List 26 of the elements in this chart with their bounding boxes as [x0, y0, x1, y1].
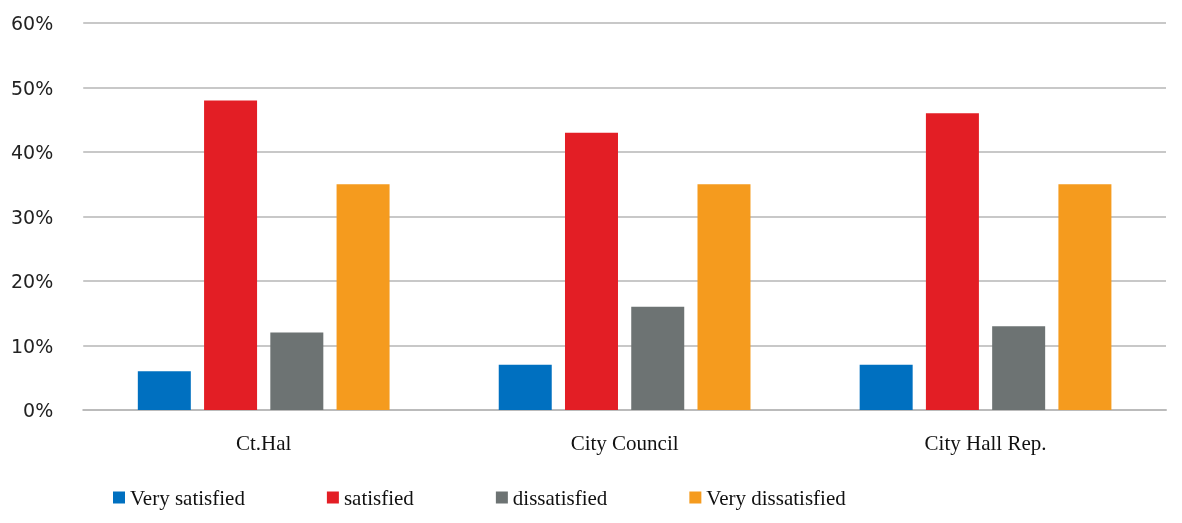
x-tick-label: City Hall Rep. — [924, 430, 1047, 455]
x-tick-label: Ct.Hal — [235, 430, 292, 455]
bar — [336, 184, 390, 410]
y-tick-label: 40% — [11, 141, 54, 163]
legend-label: satisfied — [343, 485, 415, 510]
y-tick-label: 20% — [11, 270, 54, 292]
y-tick-label: 10% — [11, 334, 54, 357]
bar — [1058, 184, 1112, 410]
bar — [697, 184, 751, 410]
legend-label: Very dissatisfied — [706, 485, 847, 510]
bar — [564, 132, 618, 410]
bar — [270, 332, 324, 410]
legend-label: dissatisfied — [512, 485, 608, 510]
bar — [859, 364, 913, 410]
y-tick-label: 50% — [11, 76, 54, 99]
bar — [992, 326, 1046, 410]
y-tick-label: 30% — [11, 205, 54, 228]
y-tick-label: 0% — [23, 399, 54, 421]
bar — [137, 371, 191, 410]
bar — [498, 364, 552, 410]
x-tick-label: City Council — [570, 430, 679, 455]
bar — [925, 113, 979, 410]
bar — [631, 306, 685, 410]
bar — [204, 100, 258, 410]
y-tick-label: 60% — [11, 12, 54, 34]
legend-label: Very satisfied — [130, 485, 246, 510]
